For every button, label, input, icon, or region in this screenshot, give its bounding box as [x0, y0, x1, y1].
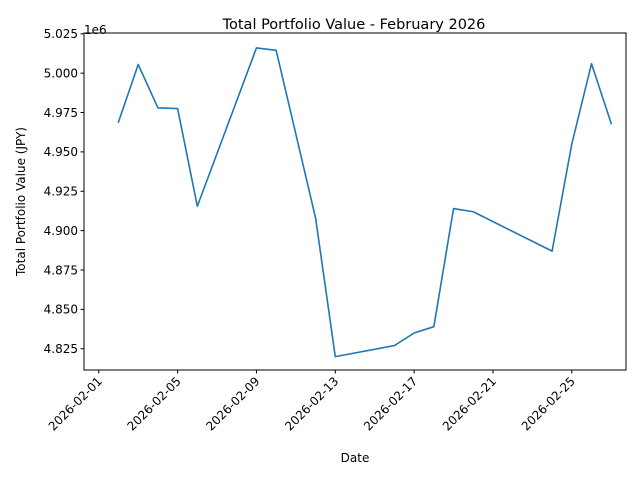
x-axis-label: Date: [341, 451, 370, 465]
y-axis-ticks: 4.825 4.850 4.875 4.900 4.925 4.950 4.975 5.000…: [44, 27, 84, 356]
y-axis-offset-label: 1e6: [84, 23, 107, 37]
y-tick-label: 4.825: [44, 342, 78, 356]
y-tick-label: 4.950: [44, 145, 78, 159]
y-tick-label: 4.875: [44, 263, 78, 277]
y-tick-label: 4.900: [44, 224, 78, 238]
chart-title: Total Portfolio Value - February 2026: [222, 17, 486, 33]
y-tick-label: 5.000: [44, 66, 78, 80]
y-tick-label: 4.925: [44, 185, 78, 199]
y-tick-label: 4.850: [44, 303, 78, 317]
y-tick-label: 5.025: [44, 27, 78, 41]
y-axis-label: Total Portfolio Value (JPY): [14, 127, 28, 277]
y-tick-label: 4.975: [44, 106, 78, 120]
